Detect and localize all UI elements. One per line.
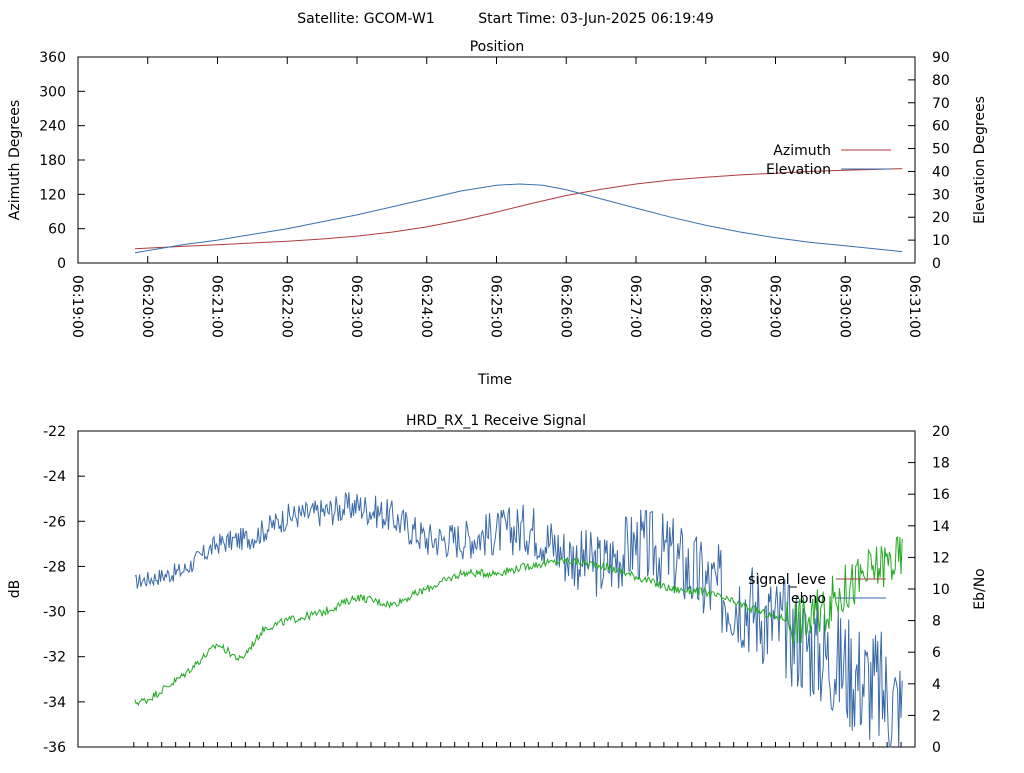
- legend-label-ebno: ebno: [791, 591, 826, 607]
- y-tick-label: 120: [39, 187, 66, 203]
- x-tick-label: 06:25:00: [488, 275, 504, 338]
- y2-tick-label: 14: [932, 519, 950, 535]
- x-tick-label: 06:30:00: [836, 275, 852, 338]
- series-line-Azimuth: [134, 168, 903, 250]
- y2-tick-label: 30: [932, 187, 950, 203]
- y2-tick-label: 90: [932, 50, 950, 66]
- signal-y-axis: -36 -34 -32 -30 -28 -26 -24 -22: [43, 424, 85, 756]
- y-tick-label: -24: [43, 469, 66, 485]
- position-chart-title: Position: [470, 39, 525, 55]
- x-tick-label: 06:23:00: [348, 275, 364, 338]
- position-x-axis-label: Time: [477, 372, 512, 388]
- y2-tick-label: 10: [932, 582, 950, 598]
- y2-tick-label: 50: [932, 142, 950, 158]
- position-x-axis: 06:19:00 06:20:00 06:21:00 06:22:00 06:23:00…: [69, 57, 922, 338]
- x-tick-label: 06:21:00: [209, 275, 225, 338]
- y2-tick-label: 20: [932, 424, 950, 440]
- y-tick-label: -22: [43, 424, 66, 440]
- y-tick-label: -28: [43, 559, 66, 575]
- y-tick-label: -36: [43, 740, 66, 756]
- x-tick-label: 06:20:00: [139, 275, 155, 338]
- y-tick-label: 0: [57, 256, 66, 272]
- x-tick-label: 06:26:00: [557, 275, 573, 338]
- y2-tick-label: 0: [932, 256, 941, 272]
- y-tick-label: 240: [39, 119, 66, 135]
- y2-tick-label: 20: [932, 210, 950, 226]
- signal-y2-axis: 0 2 4 6 8 10 12 14 16 18 20: [908, 424, 950, 756]
- y2-tick-label: 0: [932, 740, 941, 756]
- y-tick-label: -30: [43, 605, 66, 621]
- position-legend: Azimuth Elevation: [766, 143, 891, 178]
- y2-tick-label: 2: [932, 708, 941, 724]
- signal-y-axis-label: dB: [7, 580, 23, 599]
- satellite-label: Satellite: GCOM-W1: [297, 11, 434, 27]
- y2-tick-label: 80: [932, 73, 950, 89]
- y-tick-label: -34: [43, 695, 66, 711]
- legend-label-signal_leve: signal_leve: [748, 572, 826, 588]
- position-y-axis-label: Azimuth Degrees: [7, 100, 23, 220]
- x-tick-label: 06:27:00: [627, 275, 643, 338]
- y2-tick-label: 6: [932, 645, 941, 661]
- y2-tick-label: 70: [932, 96, 950, 112]
- y-tick-label: 300: [39, 84, 66, 100]
- position-y2-axis: 0 10 20 30 40 50 60 70 80 90: [908, 50, 950, 272]
- start-time-label: Start Time: 03-Jun-2025 06:19:49: [478, 11, 714, 27]
- x-tick-label: 06:31:00: [906, 275, 922, 338]
- series-line-Elevation: [134, 183, 903, 254]
- legend-label-Elevation: Elevation: [766, 162, 831, 178]
- y2-tick-label: 4: [932, 677, 941, 693]
- y2-tick-label: 16: [932, 487, 950, 503]
- position-y2-axis-label: Elevation Degrees: [972, 96, 988, 224]
- signal-x-axis: [133, 742, 916, 747]
- signal-chart-title: HRD_RX_1 Receive Signal: [406, 413, 586, 429]
- legend-label-Azimuth: Azimuth: [773, 143, 831, 159]
- y-tick-label: 360: [39, 50, 66, 66]
- signal-y2-axis-label: Eb/No: [972, 568, 988, 610]
- y2-tick-label: 18: [932, 456, 950, 472]
- y-tick-label: -32: [43, 650, 66, 666]
- y2-tick-label: 60: [932, 119, 950, 135]
- y2-tick-label: 12: [932, 550, 950, 566]
- position-series: [134, 168, 903, 254]
- series-line-ebno: [134, 536, 903, 707]
- x-tick-label: 06:24:00: [418, 275, 434, 338]
- y2-tick-label: 8: [932, 614, 941, 630]
- x-tick-label: 06:19:00: [69, 275, 85, 338]
- y2-tick-label: 10: [932, 233, 950, 249]
- x-tick-label: 06:22:00: [278, 275, 294, 338]
- y-tick-label: 60: [48, 222, 66, 238]
- signal-series: [134, 491, 903, 748]
- series-line-signal_leve: [134, 491, 903, 748]
- y-tick-label: 180: [39, 153, 66, 169]
- x-tick-label: 06:29:00: [767, 275, 783, 338]
- y2-tick-label: 40: [932, 164, 950, 180]
- position-plot-frame: [77, 56, 916, 264]
- position-y-axis: 0 60 120 180 240 300 360: [39, 50, 85, 272]
- y-tick-label: -26: [43, 514, 66, 530]
- x-tick-label: 06:28:00: [697, 275, 713, 338]
